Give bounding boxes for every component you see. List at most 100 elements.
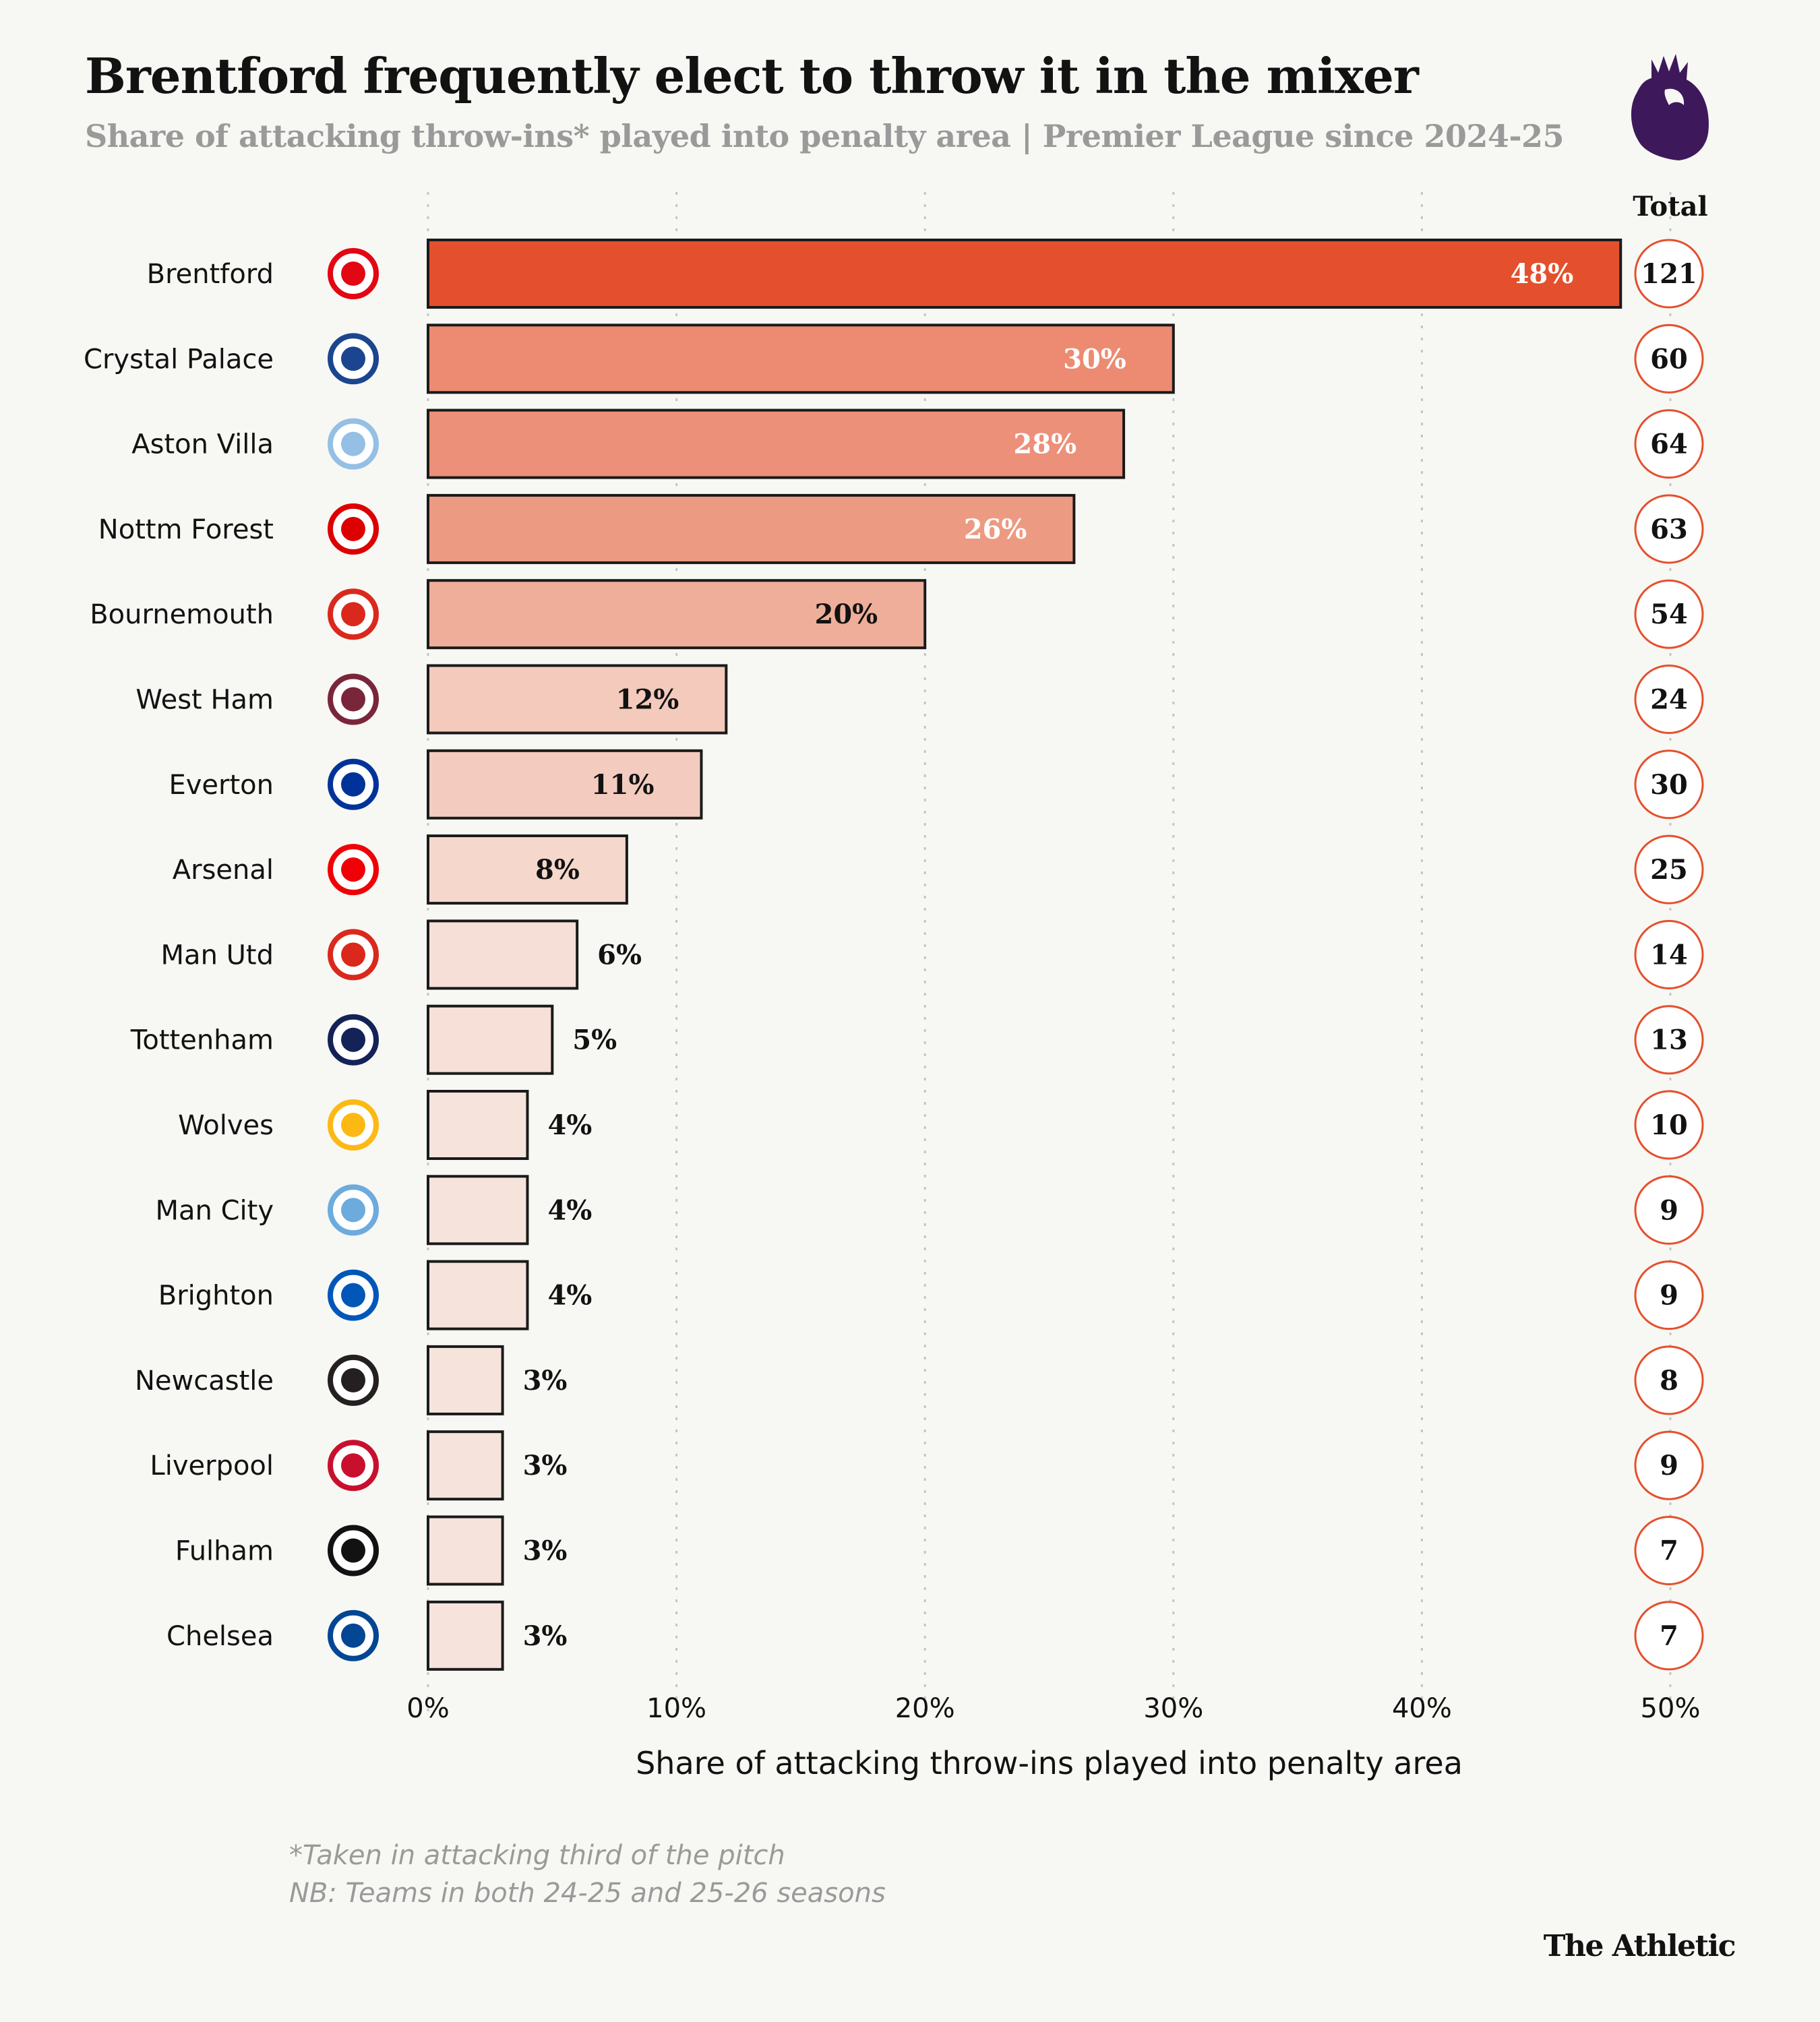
team-label: West Ham [135,685,274,716]
team-label: Bournemouth [90,599,274,630]
team-crest-icon [341,1113,365,1137]
the-athletic-logo: The Athletic [1543,1929,1736,1963]
team-crest-icon [341,1623,365,1648]
team-crest-icon [341,1453,365,1478]
total-circle [1634,1345,1704,1415]
x-tick-label: 30% [1143,1693,1203,1724]
total-circle [1634,409,1704,479]
value-label: 26% [964,514,1027,545]
team-label: Aston Villa [131,429,274,460]
team-label: Man Utd [161,940,274,971]
value-label: 5% [572,1024,617,1056]
x-tick-label: 50% [1641,1693,1701,1724]
team-label: Newcastle [135,1366,274,1397]
team-crest-icon [341,1538,365,1563]
footnote-2: NB: Teams in both 24-25 and 25-26 season… [289,1878,886,1909]
bar [427,1175,529,1246]
bar [427,239,1622,309]
total-circle [1634,1175,1704,1245]
total-circle [1634,1005,1704,1075]
team-crest-icon [341,857,365,882]
total-value: 24 [1650,684,1688,716]
value-label: 12% [616,684,679,716]
bar [427,664,728,735]
bar [427,1515,504,1586]
total-circle [1634,1260,1704,1330]
bar [427,408,1126,479]
bar [427,493,1076,564]
team-label: Arsenal [173,855,274,886]
team-label: Liverpool [150,1450,274,1481]
footnote-1: *Taken in attacking third of the pitch [289,1840,785,1871]
team-crest-icon [341,1283,365,1308]
value-label: 3% [523,1365,568,1397]
total-value: 14 [1650,939,1688,971]
total-circle [1634,665,1704,734]
total-value: 10 [1650,1109,1688,1141]
value-label: 6% [597,939,642,971]
total-value: 121 [1641,258,1697,290]
x-tick-label: 10% [646,1693,706,1724]
team-label: Everton [169,770,274,801]
value-label: 28% [1013,429,1076,460]
total-circle [1634,324,1704,394]
value-label: 11% [591,769,655,801]
team-crest-icon [341,516,365,541]
total-value: 54 [1650,599,1688,630]
team-label: Nottm Forest [98,514,274,545]
team-label: Brentford [147,259,274,290]
chart-subtitle: Share of attacking throw-ins* played int… [85,118,1565,154]
total-circle [1634,919,1704,989]
team-label: Chelsea [166,1621,274,1652]
value-label: 30% [1063,343,1126,375]
bar [427,1090,529,1160]
total-circle [1634,239,1704,309]
team-crest-icon [341,602,365,627]
team-crest-icon [341,1198,365,1223]
team-crest-icon [341,772,365,797]
total-value: 9 [1660,1194,1678,1226]
total-header: Total [1633,191,1707,222]
x-tick-label: 20% [895,1693,955,1724]
total-circle [1634,1090,1704,1160]
team-label: Brighton [158,1281,274,1312]
team-crest-icon [341,431,365,456]
value-label: 48% [1511,258,1574,290]
bar [427,749,703,820]
total-circle [1634,1430,1704,1500]
bar [427,579,927,650]
total-circle [1634,1516,1704,1585]
total-circle [1634,749,1704,820]
value-label: 3% [523,1535,568,1567]
value-label: 4% [547,1280,592,1312]
team-crest-icon [341,1027,365,1052]
x-axis-label: Share of attacking throw-ins played into… [636,1745,1463,1781]
total-value: 30 [1650,769,1688,801]
total-value: 7 [1660,1535,1678,1567]
team-crest-icon [341,942,365,967]
value-label: 8% [535,854,580,886]
bar [427,1260,529,1330]
team-label: Fulham [175,1536,274,1567]
total-value: 8 [1660,1365,1678,1397]
total-value: 13 [1650,1024,1688,1056]
total-value: 60 [1650,343,1688,375]
total-value: 64 [1650,429,1688,460]
team-label: Man City [156,1195,274,1226]
value-label: 20% [815,599,878,630]
total-value: 7 [1660,1620,1678,1652]
team-crest-icon [341,1368,365,1392]
premier-league-lion-icon [1631,54,1709,160]
chart-title: Brentford frequently elect to throw it i… [85,47,1419,104]
team-label: Wolves [178,1110,274,1141]
team-crest-icon [341,687,365,712]
total-circle [1634,579,1704,649]
team-label: Crystal Palace [84,344,274,375]
bar [427,324,1175,394]
value-label: 4% [547,1194,592,1226]
bar [427,919,579,990]
bar [427,1430,504,1501]
total-value: 9 [1660,1450,1678,1481]
total-circle [1634,494,1704,564]
